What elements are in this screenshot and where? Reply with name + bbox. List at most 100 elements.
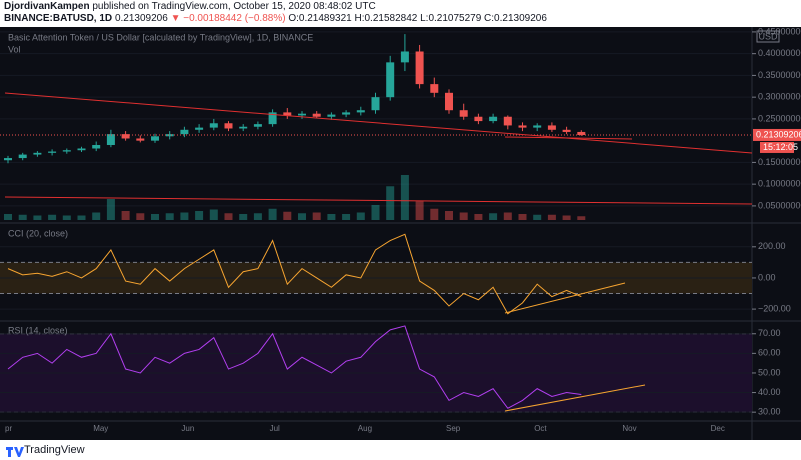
volume-bar (180, 212, 189, 220)
y-tick-label: 200.00 (758, 241, 786, 251)
x-tick-label: Oct (534, 424, 547, 433)
volume-bar (400, 175, 409, 220)
x-tick-label: Jul (270, 424, 280, 433)
y-tick-label: 0.40000000 (758, 48, 801, 58)
chart: USD Basic Attention Token / US Dollar [c… (0, 27, 801, 440)
candle-body (151, 136, 159, 141)
volume-bar (533, 214, 542, 220)
x-tick-label: Aug (358, 424, 372, 433)
volume-bar (33, 215, 42, 220)
candle-body (430, 84, 439, 93)
trend-line (504, 136, 633, 140)
y-tick-label: 0.00 (758, 272, 776, 282)
change: ▼ −0.00188442 (−0.88%) (170, 13, 286, 24)
x-tick-label: Sep (446, 424, 461, 433)
candle-body (18, 154, 27, 159)
volume-label: Vol (8, 44, 21, 54)
candle-body (48, 151, 57, 153)
volume-bar (136, 213, 145, 220)
volume-bar (195, 211, 204, 220)
candle-body (489, 116, 498, 122)
volume-bar (298, 213, 306, 220)
candle-body (180, 129, 189, 135)
last-price-box (753, 128, 801, 141)
candle-body (371, 97, 380, 111)
x-tick-label: Dec (711, 424, 725, 433)
volume-bar (4, 214, 12, 220)
volume-bar (106, 199, 115, 220)
trend-line (4, 92, 753, 154)
candle-body (400, 51, 409, 63)
candle-body (33, 152, 42, 155)
candle-body (195, 127, 204, 130)
plot (0, 31, 756, 413)
x-tick-label: pr (5, 424, 12, 433)
volume-bar (415, 201, 424, 220)
candle-body (327, 114, 336, 117)
volume-bar (209, 209, 218, 220)
candle-body (4, 158, 12, 161)
trend-line (4, 196, 753, 205)
candle-body (533, 125, 542, 128)
volume-bar (386, 186, 395, 220)
y-tick-label: 0.25000000 (758, 113, 801, 123)
x-tick-label: May (93, 424, 108, 433)
candle-body (445, 92, 453, 111)
volume-bar (92, 212, 101, 220)
volume-bar (342, 214, 351, 220)
volume-bar (268, 208, 277, 220)
candle-body (106, 134, 115, 146)
volume-bar (62, 215, 71, 220)
volume-bar (239, 214, 248, 220)
candle-body (342, 112, 351, 115)
volume-bar (312, 212, 321, 220)
candle-body (356, 110, 365, 113)
y-tick-label: −200.00 (758, 303, 791, 313)
y-tick-label: 40.00 (758, 387, 781, 397)
volume-bar (18, 214, 27, 220)
y-tick-label: 30.00 (758, 407, 781, 417)
candle-body (459, 110, 468, 117)
footer: TradingView (0, 440, 801, 460)
last-price-label: 0.21309206 (756, 129, 801, 139)
y-tick-label: 50.00 (758, 367, 781, 377)
header: DjordivanKampen published on TradingView… (0, 0, 801, 27)
x-tick-label: Nov (622, 424, 636, 433)
brand: TradingView (24, 444, 85, 456)
candle-body (253, 124, 262, 127)
volume-bar (253, 213, 262, 220)
volume-bar (121, 211, 130, 220)
trend-line (504, 384, 646, 412)
candle-body (268, 112, 277, 125)
candle-body (209, 123, 218, 128)
countdown-box (760, 141, 794, 153)
volume-bar (48, 214, 57, 220)
volume-bar (503, 212, 512, 220)
y-tick-label: 0.15000000 (758, 157, 801, 167)
countdown: 15:12:05 (763, 142, 798, 152)
currency: USD (758, 31, 778, 41)
indicator-title: RSI (14, close) (8, 325, 68, 335)
candle-body (518, 125, 527, 128)
volume-bar (371, 205, 380, 220)
volume-bar (77, 215, 86, 220)
candle-body (298, 113, 306, 116)
price: 0.21309206 (114, 13, 168, 24)
candle-body (62, 150, 71, 152)
x-tick-label: Jun (181, 424, 194, 433)
candle-body (547, 125, 556, 130)
volume-bar (489, 213, 498, 220)
author: DjordivanKampen (4, 1, 90, 12)
candle-body (474, 116, 483, 122)
candle-body (386, 62, 395, 98)
volume-bar (547, 214, 556, 220)
y-tick-label: 0.45000000 (758, 27, 801, 36)
candle-body (312, 113, 321, 117)
indicator-line (7, 325, 582, 409)
currency-box (756, 30, 780, 43)
volume-bar (445, 211, 453, 220)
candle-body (283, 112, 292, 116)
y-tick-label: 0.10000000 (758, 179, 801, 189)
volume-bar (577, 216, 586, 220)
volume-bar (165, 213, 174, 220)
